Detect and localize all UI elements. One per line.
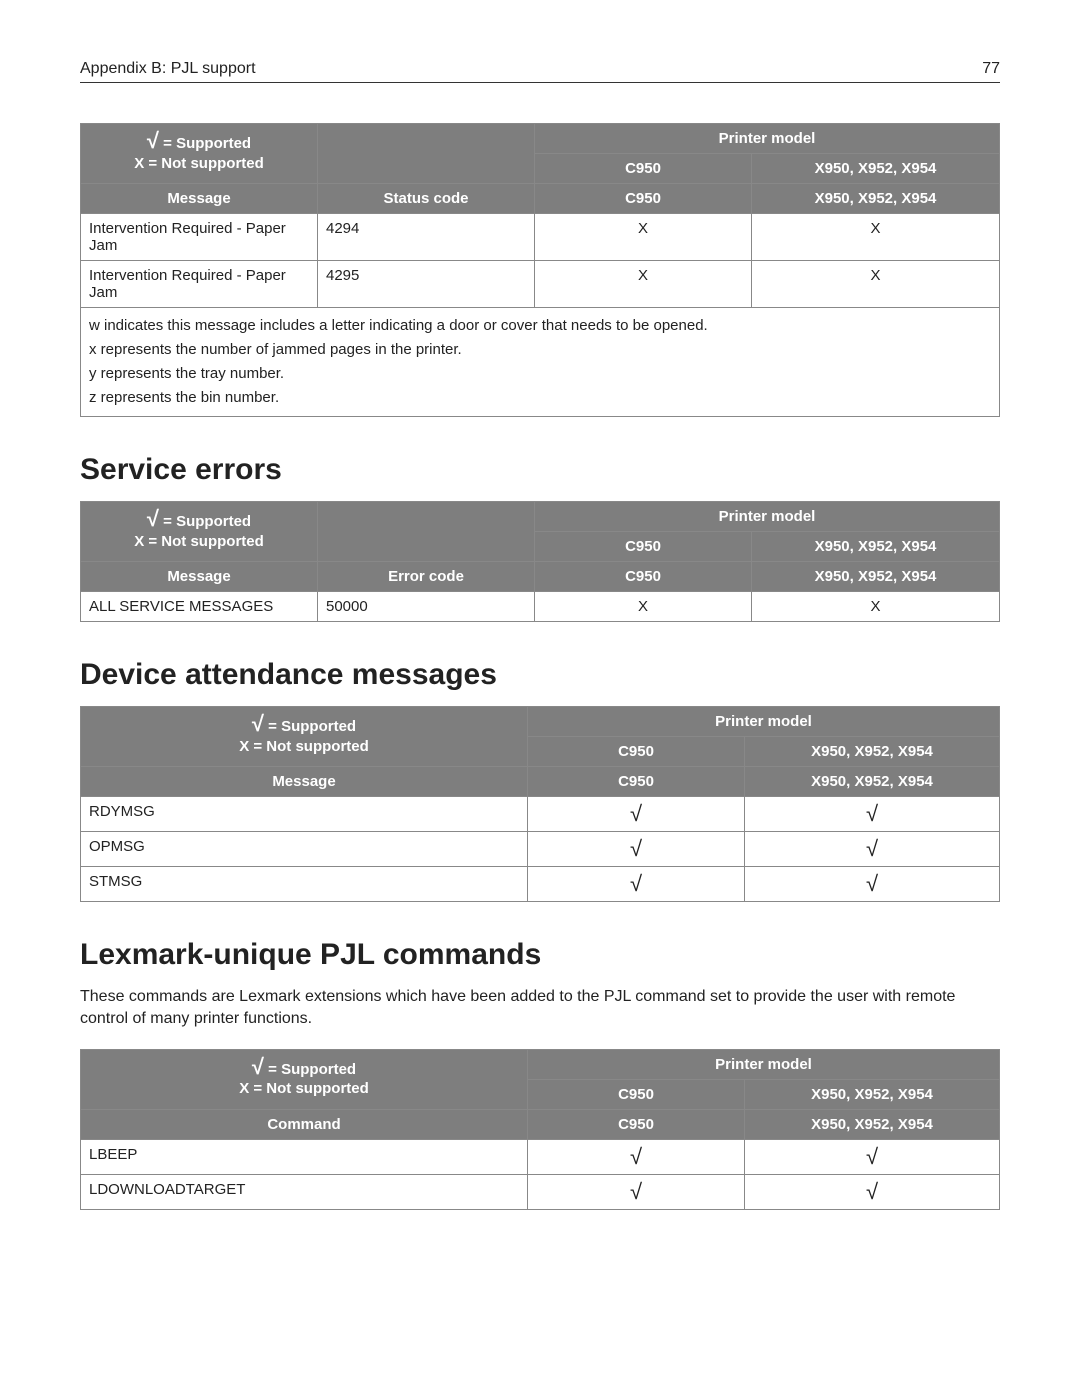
cell-a: √ — [528, 797, 745, 832]
table-row: OPMSG √ √ — [81, 832, 1000, 867]
printer-model-header: Printer model — [535, 124, 1000, 154]
table-row: ALL SERVICE MESSAGES 50000 X X — [81, 592, 1000, 622]
service-errors-table: √ = Supported X = Not supported Printer … — [80, 501, 1000, 622]
cell-code: 50000 — [318, 592, 535, 622]
footnote-row: w indicates this message includes a lett… — [81, 308, 1000, 417]
cell-a: √ — [528, 1174, 745, 1209]
footnote: y represents the tray number. — [89, 362, 991, 386]
cell-message: RDYMSG — [81, 797, 528, 832]
section-title-pjl: Lexmark‑unique PJL commands — [80, 938, 1000, 972]
legend-not-supported: X = Not supported — [134, 155, 264, 172]
footnote: z represents the bin number. — [89, 386, 991, 410]
device-messages-table: √ = Supported X = Not supported Printer … — [80, 706, 1000, 902]
col-model-b2: X950, X952, X954 — [745, 767, 1000, 797]
table-row: LBEEP √ √ — [81, 1139, 1000, 1174]
page: Appendix B: PJL support 77 √ = Supported… — [0, 0, 1080, 1397]
cell-code: 4294 — [318, 214, 535, 261]
col-message: Message — [81, 562, 318, 592]
pjl-commands-table: √ = Supported X = Not supported Printer … — [80, 1049, 1000, 1210]
col-model-a2: C950 — [535, 184, 752, 214]
col-model-b: X950, X952, X954 — [745, 737, 1000, 767]
footnote: x represents the number of jammed pages … — [89, 338, 991, 362]
cell-b: √ — [745, 1174, 1000, 1209]
cell-a: X — [535, 261, 752, 308]
col-model-a2: C950 — [535, 562, 752, 592]
legend-supported: = Supported — [163, 135, 251, 152]
col-model-b: X950, X952, X954 — [745, 1079, 1000, 1109]
col-model-b2: X950, X952, X954 — [752, 562, 1000, 592]
col-model-a: C950 — [528, 1079, 745, 1109]
check-icon: √ — [252, 1054, 264, 1079]
cell-a: √ — [528, 1139, 745, 1174]
col-model-a: C950 — [528, 737, 745, 767]
legend-supported: = Supported — [268, 1061, 356, 1078]
col-model-b2: X950, X952, X954 — [752, 184, 1000, 214]
cell-message: STMSG — [81, 867, 528, 902]
printer-model-header: Printer model — [535, 502, 1000, 532]
cell-b: √ — [745, 797, 1000, 832]
page-header: Appendix B: PJL support 77 — [80, 60, 1000, 83]
legend-not-supported: X = Not supported — [239, 738, 369, 755]
legend-cell: √ = Supported X = Not supported — [81, 1049, 528, 1109]
cell-message: OPMSG — [81, 832, 528, 867]
col-model-b: X950, X952, X954 — [752, 532, 1000, 562]
cell-message: Intervention Required - Paper Jam — [81, 261, 318, 308]
printer-model-header: Printer model — [528, 707, 1000, 737]
col-model-a2: C950 — [528, 767, 745, 797]
col-code: Error code — [318, 562, 535, 592]
blank-header — [318, 502, 535, 562]
cell-b: X — [752, 261, 1000, 308]
printer-model-header: Printer model — [528, 1049, 1000, 1079]
legend-cell: √ = Supported X = Not supported — [81, 502, 318, 562]
blank-header — [318, 124, 535, 184]
cell-a: X — [535, 592, 752, 622]
legend-supported: = Supported — [163, 513, 251, 530]
cell-a: √ — [528, 832, 745, 867]
cell-b: √ — [745, 1139, 1000, 1174]
col-model-a2: C950 — [528, 1109, 745, 1139]
legend-supported: = Supported — [268, 718, 356, 735]
cell-code: 4295 — [318, 261, 535, 308]
cell-command: LDOWNLOADTARGET — [81, 1174, 528, 1209]
status-codes-table: √ = Supported X = Not supported Printer … — [80, 123, 1000, 417]
footnote: w indicates this message includes a lett… — [89, 314, 991, 338]
section-title-service: Service errors — [80, 453, 1000, 487]
legend-not-supported: X = Not supported — [134, 533, 264, 550]
legend-cell: √ = Supported X = Not supported — [81, 707, 528, 767]
legend-cell: √ = Supported X = Not supported — [81, 124, 318, 184]
table-row: STMSG √ √ — [81, 867, 1000, 902]
table-row: RDYMSG √ √ — [81, 797, 1000, 832]
page-number: 77 — [982, 60, 1000, 78]
table-row: LDOWNLOADTARGET √ √ — [81, 1174, 1000, 1209]
col-command: Command — [81, 1109, 528, 1139]
check-icon: √ — [147, 128, 159, 153]
col-code: Status code — [318, 184, 535, 214]
cell-b: X — [752, 214, 1000, 261]
table-row: Intervention Required - Paper Jam 4295 X… — [81, 261, 1000, 308]
header-left: Appendix B: PJL support — [80, 60, 256, 78]
section-title-device: Device attendance messages — [80, 658, 1000, 692]
legend-not-supported: X = Not supported — [239, 1080, 369, 1097]
col-model-a: C950 — [535, 154, 752, 184]
cell-b: √ — [745, 867, 1000, 902]
cell-message: Intervention Required - Paper Jam — [81, 214, 318, 261]
cell-b: √ — [745, 832, 1000, 867]
col-message: Message — [81, 767, 528, 797]
cell-a: X — [535, 214, 752, 261]
col-model-b2: X950, X952, X954 — [745, 1109, 1000, 1139]
cell-message: ALL SERVICE MESSAGES — [81, 592, 318, 622]
col-model-b: X950, X952, X954 — [752, 154, 1000, 184]
pjl-intro: These commands are Lexmark extensions wh… — [80, 986, 1000, 1031]
check-icon: √ — [252, 711, 264, 736]
cell-b: X — [752, 592, 1000, 622]
cell-a: √ — [528, 867, 745, 902]
col-message: Message — [81, 184, 318, 214]
cell-command: LBEEP — [81, 1139, 528, 1174]
col-model-a: C950 — [535, 532, 752, 562]
check-icon: √ — [147, 506, 159, 531]
table-row: Intervention Required - Paper Jam 4294 X… — [81, 214, 1000, 261]
